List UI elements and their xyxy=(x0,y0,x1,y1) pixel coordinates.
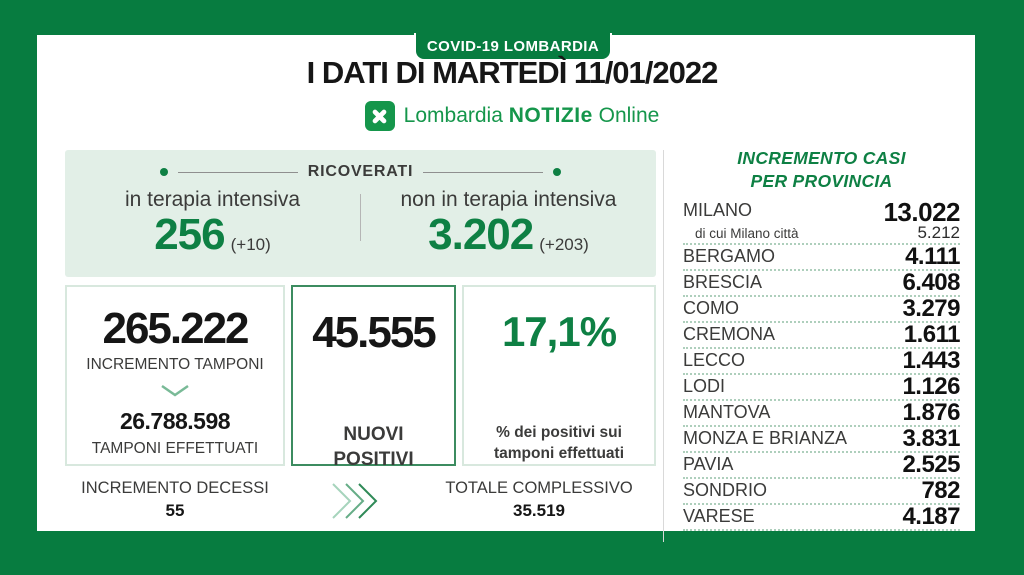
province-name: BRESCIA xyxy=(683,272,763,293)
non-terapia-intensiva-value: 3.202 xyxy=(428,210,534,259)
province-name: CREMONA xyxy=(683,324,776,345)
non-terapia-intensiva-block: non in terapia intensiva 3.202 (+203) xyxy=(361,188,656,259)
content-area: COVID-19 LOMBARDIA I DATI DI MARTEDÌ 11/… xyxy=(37,33,975,542)
table-row: MONZA E BRIANZA 3.831 xyxy=(683,425,960,454)
table-row: PAVIA 2.525 xyxy=(683,451,960,480)
province-value: 6.408 xyxy=(902,269,960,297)
province-value: 1.443 xyxy=(902,347,960,375)
logo-brand-bold: NOTIZIe xyxy=(508,104,593,127)
table-row: BERGAMO 4.111 xyxy=(683,243,960,272)
badge-label: COVID-19 LOMBARDIA xyxy=(426,37,600,55)
table-row: MANTOVA 1.876 xyxy=(683,399,960,428)
percentuale-label: % dei positivi sui tamponi effettuati xyxy=(494,423,624,465)
table-row: SONDRIO 782 xyxy=(683,477,960,506)
percentuale-label-line1: % dei positivi sui xyxy=(496,424,622,441)
province-name: LODI xyxy=(683,376,726,397)
tamponi-totali-label: TAMPONI EFFETTUATI xyxy=(91,440,259,457)
column-divider xyxy=(360,194,361,242)
table-row: VARESE 4.187 xyxy=(683,503,960,532)
table-row: LECCO 1.443 xyxy=(683,347,960,376)
ricoverati-header: RICOVERATI xyxy=(159,150,562,181)
nuovi-positivi-value: 45.555 xyxy=(312,308,437,357)
province-value: 1.611 xyxy=(903,321,961,349)
ricoverati-columns: in terapia intensiva 256 (+10) non in te… xyxy=(65,188,656,259)
totale-complessivo-block: TOTALE COMPLESSIVO 35.519 xyxy=(422,479,656,521)
province-value: 3.831 xyxy=(902,425,960,453)
province-name: COMO xyxy=(683,298,739,319)
province-name: MONZA E BRIANZA xyxy=(683,428,848,449)
tamponi-box: 265.222 INCREMENTO TAMPONI 26.788.598 TA… xyxy=(65,285,285,466)
province-value: 4.111 xyxy=(905,243,960,271)
nuovi-positivi-label-line2: POSITIVI xyxy=(333,448,414,470)
province-title-line2: PER PROVINCIA xyxy=(750,170,893,191)
rosa-camuna-icon xyxy=(364,101,395,131)
logo-text: Lombardia NOTIZIe Online xyxy=(404,104,660,128)
non-terapia-intensiva-label: non in terapia intensiva xyxy=(400,188,617,211)
percentuale-positivi-box: 17,1% % dei positivi sui tamponi effettu… xyxy=(462,285,656,466)
terapia-intensiva-value: 256 xyxy=(154,210,225,259)
nuovi-positivi-box: 45.555 NUOVI POSITIVI xyxy=(291,285,456,470)
bullet-dot-icon xyxy=(159,168,168,176)
province-name: LECCO xyxy=(683,350,746,371)
covid-lombardia-badge: COVID-19 LOMBARDIA xyxy=(414,33,612,61)
non-terapia-intensiva-value-row: 3.202 (+203) xyxy=(361,210,656,259)
province-value: 13.022 xyxy=(883,196,960,227)
non-terapia-intensiva-delta: (+203) xyxy=(539,235,589,255)
section-divider xyxy=(663,150,664,542)
province-value: 2.525 xyxy=(902,451,960,479)
province-name: MILANO xyxy=(683,200,753,221)
province-name: VARESE xyxy=(683,506,755,527)
province-table: MILANO 13.022 di cui Milano città 5.212 … xyxy=(683,196,961,532)
table-row: LODI 1.126 xyxy=(683,373,960,402)
percentuale-value: 17,1% xyxy=(501,308,617,355)
terapia-intensiva-block: in terapia intensiva 256 (+10) xyxy=(65,188,360,259)
nuovi-positivi-label: NUOVI POSITIVI xyxy=(333,423,413,472)
table-subrow-milano-citta: di cui Milano città 5.212 xyxy=(683,223,960,246)
province-title-line1: INCREMENTO CASI xyxy=(737,148,906,168)
province-value: 1.126 xyxy=(902,373,960,401)
province-title: INCREMENTO CASI PER PROVINCIA xyxy=(683,147,960,193)
incremento-decessi-value: 55 xyxy=(165,501,185,520)
province-name: SONDRIO xyxy=(683,480,768,501)
chevron-down-icon xyxy=(160,384,190,402)
divider-line xyxy=(177,171,298,173)
province-section: INCREMENTO CASI PER PROVINCIA MILANO 13.… xyxy=(683,147,961,532)
incremento-tamponi-label: INCREMENTO TAMPONI xyxy=(86,356,264,373)
incremento-tamponi-value: 265.222 xyxy=(102,304,249,353)
terapia-intensiva-label: in terapia intensiva xyxy=(124,188,301,211)
ricoverati-panel: RICOVERATI in terapia intensiva 256 (+10… xyxy=(65,150,656,277)
province-value: 1.876 xyxy=(902,399,960,427)
divider-line xyxy=(423,171,544,173)
tamponi-totali-value: 26.788.598 xyxy=(119,408,231,434)
province-value: 4.187 xyxy=(902,503,960,531)
totale-complessivo-label: TOTALE COMPLESSIVO xyxy=(445,479,633,497)
incremento-decessi-block: INCREMENTO DECESSI 55 xyxy=(65,479,285,521)
province-name: MANTOVA xyxy=(683,402,771,423)
subrow-value: 5.212 xyxy=(917,223,960,243)
table-row: CREMONA 1.611 xyxy=(683,321,961,350)
triple-chevron-right-icon xyxy=(331,481,383,526)
province-name: PAVIA xyxy=(683,454,734,475)
subrow-name: di cui Milano città xyxy=(695,226,799,242)
logo-brand-suffix: Online xyxy=(598,104,660,127)
percentuale-label-line2: tamponi effettuati xyxy=(493,444,625,462)
province-value: 3.279 xyxy=(902,295,960,323)
table-row: COMO 3.279 xyxy=(683,295,960,324)
terapia-intensiva-value-row: 256 (+10) xyxy=(65,210,360,259)
page-title: I DATI DI MARTEDÌ 11/01/2022 xyxy=(306,55,719,90)
nuovi-positivi-label-line1: NUOVI xyxy=(343,424,404,445)
incremento-decessi-label: INCREMENTO DECESSI xyxy=(81,479,269,497)
lombardia-notizie-logo: Lombardia NOTIZIe Online xyxy=(37,99,987,133)
table-row-milano: MILANO 13.022 xyxy=(683,196,960,227)
terapia-intensiva-delta: (+10) xyxy=(230,235,271,255)
logo-brand: Lombardia xyxy=(403,104,503,127)
bullet-dot-icon xyxy=(553,168,562,176)
totale-complessivo-value: 35.519 xyxy=(513,501,565,520)
ricoverati-title: RICOVERATI xyxy=(307,163,414,180)
table-row: BRESCIA 6.408 xyxy=(683,269,960,298)
province-value: 782 xyxy=(921,477,960,505)
province-name: BERGAMO xyxy=(683,246,776,267)
